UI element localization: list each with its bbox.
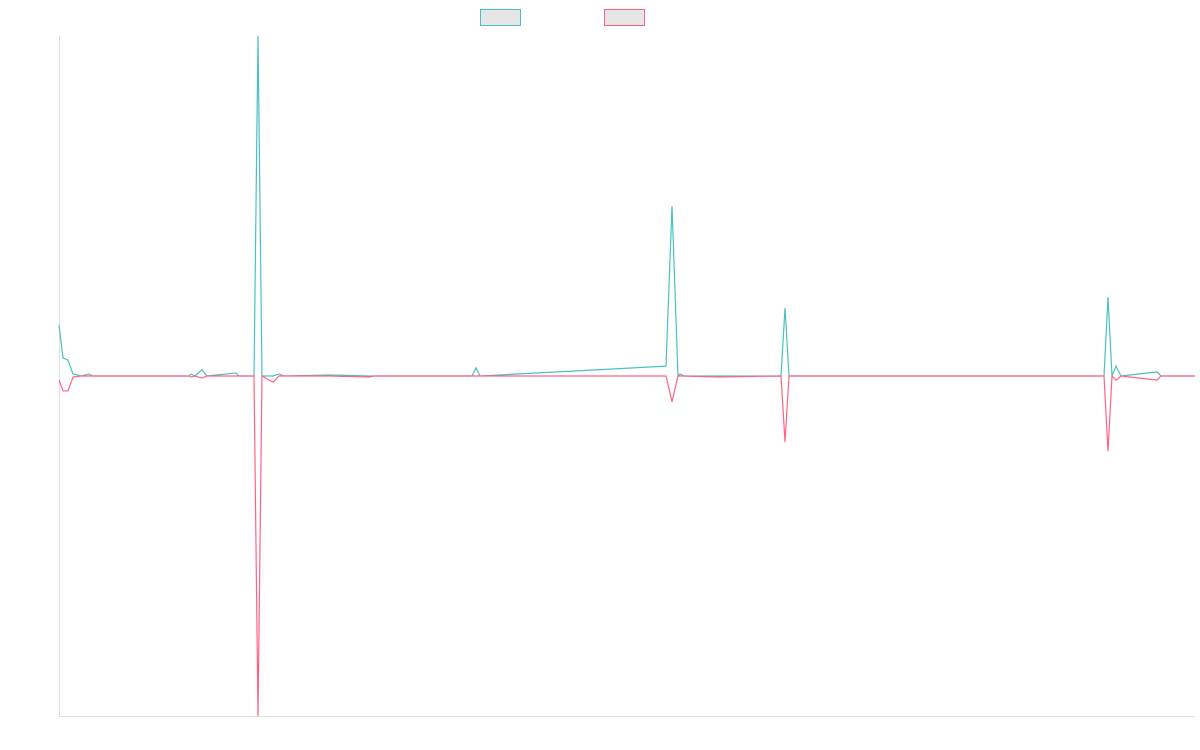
series-line bbox=[58, 35, 1195, 378]
legend-swatch bbox=[604, 9, 645, 26]
series-line bbox=[58, 374, 1195, 717]
legend-swatch bbox=[480, 9, 521, 26]
